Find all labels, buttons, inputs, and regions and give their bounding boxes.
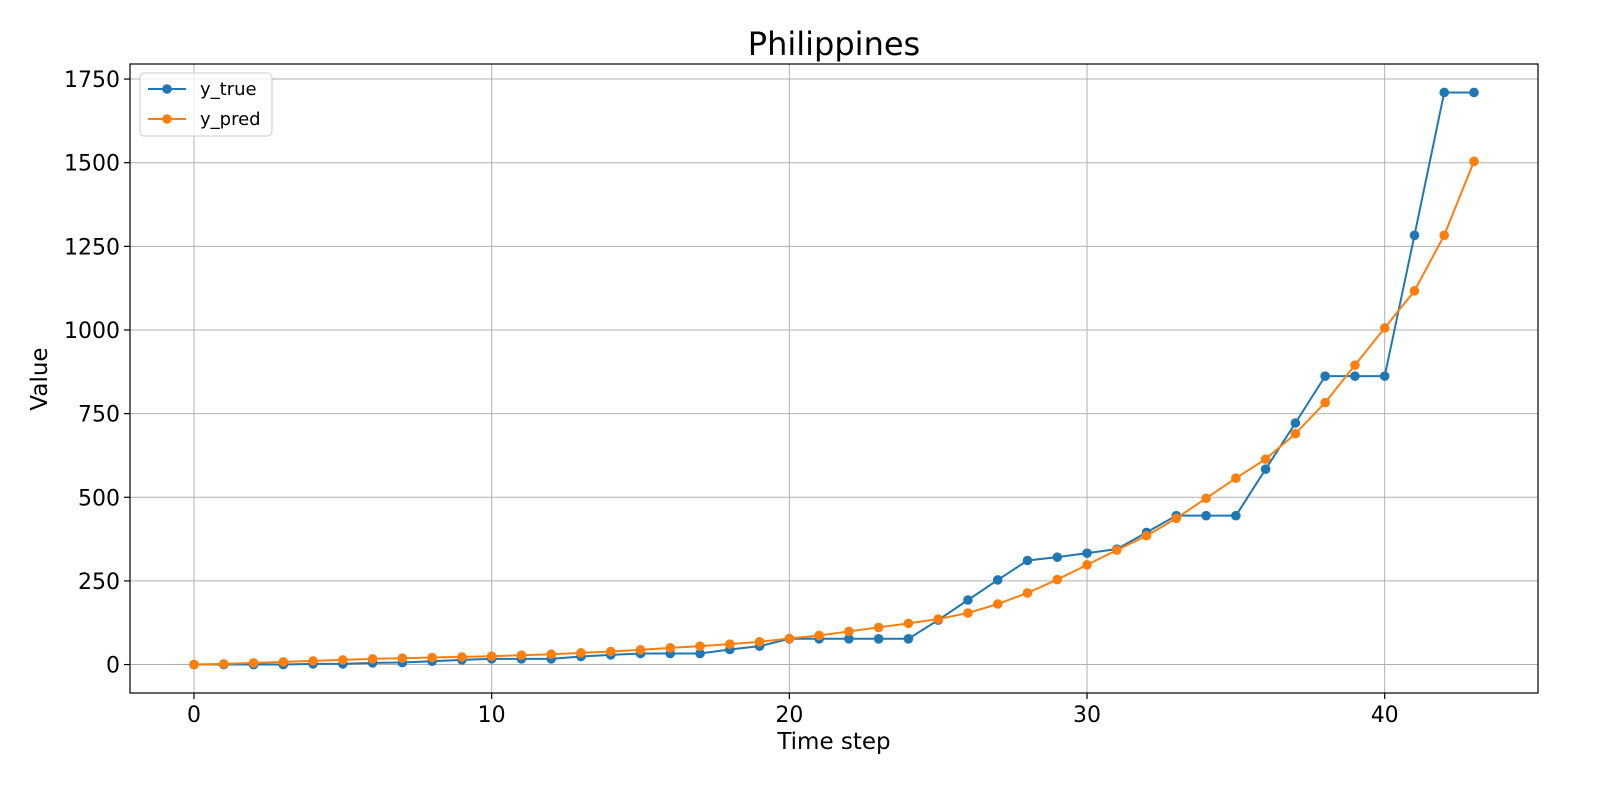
data-point-y_pred (308, 656, 318, 666)
data-point-y_true (1260, 464, 1271, 474)
data-point-y_pred (189, 659, 199, 670)
series-line-y_pred (193, 160, 1475, 666)
data-point-y_pred (873, 622, 884, 633)
data-point-y_pred (1022, 588, 1033, 598)
series-layer (189, 87, 1479, 670)
data-point-y_pred (605, 646, 616, 657)
legend: y_true y_pred (139, 72, 273, 137)
data-point-y_true (873, 633, 884, 644)
data-point-y_true (903, 633, 914, 644)
data-point-y_true (1409, 230, 1420, 241)
data-point-y_true (844, 633, 854, 644)
x-tick-label: 20 (775, 703, 803, 728)
data-point-y_pred (814, 630, 824, 641)
series-line-y_true (194, 91, 1474, 666)
data-point-y_true (1439, 87, 1450, 98)
data-point-y_true (1379, 371, 1390, 381)
data-point-y_pred (1141, 530, 1152, 541)
legend-label-y_true: y_true (200, 79, 257, 100)
grid (130, 64, 1538, 693)
data-point-y_pred (248, 658, 259, 668)
y-tick-label: 1500 (64, 152, 120, 177)
data-point-y_true (1290, 418, 1301, 428)
data-point-y_pred (1171, 513, 1182, 524)
data-point-y_true (992, 575, 1003, 585)
data-point-y_pred (844, 626, 854, 637)
data-point-y_pred (1231, 473, 1241, 484)
data-point-y_pred (1320, 397, 1330, 408)
data-point-y_pred (754, 637, 765, 647)
data-point-y_pred (963, 608, 973, 618)
data-point-y_pred (725, 639, 735, 649)
data-point-y_pred (457, 652, 467, 662)
data-point-y_true (695, 648, 705, 659)
chart-title: Philippines (748, 25, 920, 63)
data-point-y_pred (1409, 286, 1420, 296)
data-point-y_pred (576, 648, 586, 658)
data-point-y_true (1469, 87, 1479, 98)
data-point-y_pred (1111, 545, 1122, 555)
data-point-y_pred (1201, 493, 1211, 504)
data-point-y_pred (695, 641, 705, 651)
series-y_true (189, 87, 1479, 670)
data-point-y_pred (1379, 323, 1390, 333)
x-axis-label: Time step (776, 729, 890, 755)
x-tick-label: 10 (478, 703, 506, 728)
legend-item-y_pred: y_pred (148, 109, 261, 130)
data-point-y_true (1320, 371, 1330, 381)
legend-label-y_pred: y_pred (200, 109, 261, 130)
data-point-y_pred (933, 614, 943, 624)
data-point-y_pred (1052, 574, 1063, 585)
data-point-y_pred (1439, 230, 1450, 241)
data-point-y_pred (1469, 156, 1479, 167)
x-axis: 0 10 20 30 40 (187, 693, 1399, 728)
data-point-y_true (1231, 510, 1241, 521)
series-y_pred (189, 156, 1479, 670)
data-point-y_pred (784, 633, 795, 644)
data-point-y_pred (546, 649, 557, 659)
data-point-y_true (963, 595, 973, 605)
y-axis: 0 250 500 750 1000 1250 1500 1750 (64, 68, 130, 679)
data-point-y_true (1082, 548, 1092, 558)
y-tick-label: 1000 (64, 319, 120, 344)
data-point-y_pred (992, 599, 1003, 609)
data-point-y_pred (367, 654, 378, 664)
data-point-y_true (1052, 552, 1063, 562)
data-point-y_pred (218, 659, 229, 669)
y-tick-label: 750 (78, 403, 120, 428)
data-point-y_pred (665, 643, 676, 653)
data-point-y_pred (1260, 454, 1271, 464)
y-tick-label: 500 (78, 486, 120, 511)
data-point-y_pred (516, 650, 527, 660)
data-point-y_true (1022, 555, 1033, 566)
data-point-y_pred (278, 657, 289, 667)
data-point-y_pred (635, 645, 646, 655)
data-point-y_pred (338, 655, 348, 665)
legend-marker-y_true (162, 84, 172, 94)
data-point-y_pred (427, 652, 437, 663)
x-tick-label: 30 (1073, 703, 1101, 728)
y-tick-label: 1750 (64, 68, 120, 93)
x-tick-label: 0 (187, 703, 201, 728)
y-axis-label: Value (27, 347, 53, 410)
data-point-y_pred (397, 653, 408, 664)
legend-marker-y_pred (162, 114, 172, 124)
data-point-y_pred (1350, 360, 1360, 370)
y-tick-label: 0 (106, 654, 120, 679)
y-tick-label: 250 (78, 570, 120, 595)
plot-frame (129, 63, 1539, 694)
data-point-y_true (1350, 371, 1360, 381)
data-point-y_pred (1290, 428, 1301, 439)
y-tick-label: 1250 (64, 235, 120, 260)
legend-item-y_true: y_true (148, 79, 257, 100)
data-point-y_pred (486, 651, 497, 661)
data-point-y_true (1201, 510, 1211, 521)
data-point-y_pred (1082, 560, 1092, 570)
x-tick-label: 40 (1371, 703, 1399, 728)
data-point-y_pred (903, 618, 914, 629)
